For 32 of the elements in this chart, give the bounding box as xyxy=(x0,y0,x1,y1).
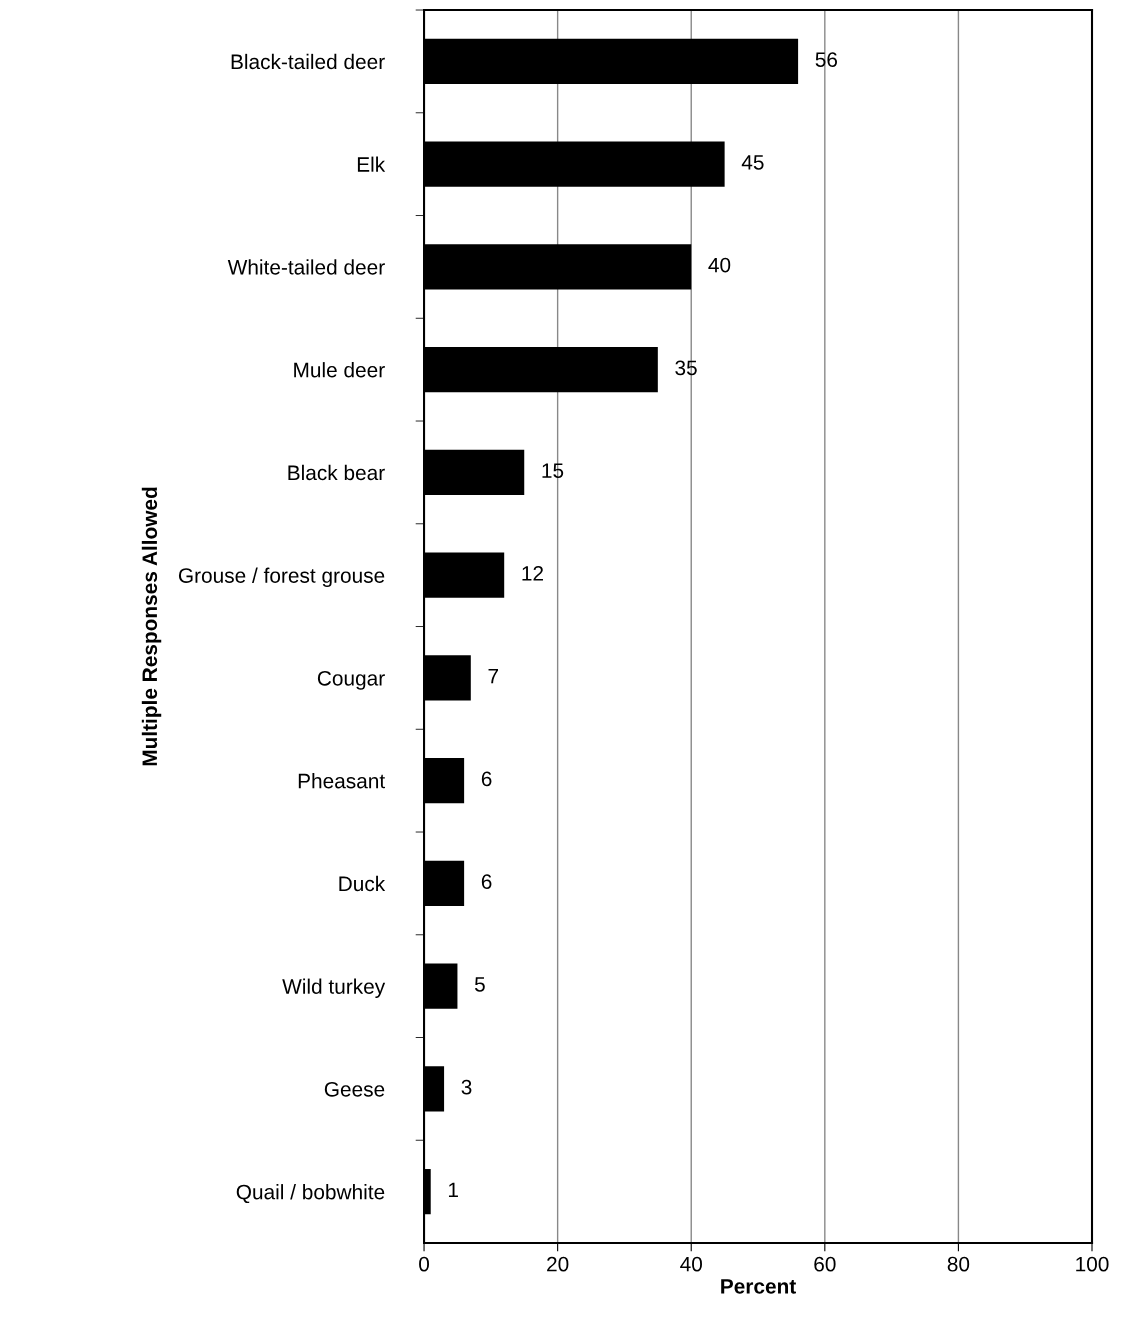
y-tick-label: Black bear xyxy=(288,464,385,481)
data-label: 35 xyxy=(675,360,697,376)
data-label: 15 xyxy=(542,463,564,478)
x-axis-title: Percent xyxy=(721,1279,796,1294)
x-tick-label: 80 xyxy=(947,1256,970,1272)
y-tick-label: Wild turkey xyxy=(282,978,386,999)
y-axis-title: Multiple Responses Allowed xyxy=(141,487,162,766)
y-tick-label: Geese xyxy=(324,1081,385,1097)
data-label: 6 xyxy=(481,874,492,889)
y-tick-label: Black-tailed deer xyxy=(231,53,385,70)
x-tick-label: 0 xyxy=(419,1256,430,1272)
y-tick-label: Grouse / forest grouse xyxy=(178,567,385,588)
data-label: 6 xyxy=(481,771,492,787)
data-label: 5 xyxy=(474,977,485,992)
y-tick-label: White-tailed deer xyxy=(227,259,385,275)
y-tick-label: Elk xyxy=(357,156,386,172)
x-tick-label: 100 xyxy=(1076,1256,1109,1272)
y-tick-label: Quail / bobwhite xyxy=(236,1184,385,1204)
data-label: 7 xyxy=(488,668,499,684)
y-tick-label: Mule deer xyxy=(294,362,385,378)
data-label: 56 xyxy=(815,52,838,67)
data-label: 12 xyxy=(522,565,543,581)
data-label: 3 xyxy=(461,1079,472,1095)
x-tick-label: 20 xyxy=(547,1256,569,1272)
y-tick-label: Duck xyxy=(339,875,386,892)
y-tick-label: Cougar xyxy=(317,670,385,690)
data-label: 1 xyxy=(448,1182,458,1198)
data-label: 45 xyxy=(741,155,764,170)
y-tick-label: Pheasant xyxy=(298,773,386,789)
data-label: 40 xyxy=(708,257,731,273)
x-tick-label: 40 xyxy=(680,1256,702,1272)
x-tick-label: 60 xyxy=(814,1256,836,1272)
